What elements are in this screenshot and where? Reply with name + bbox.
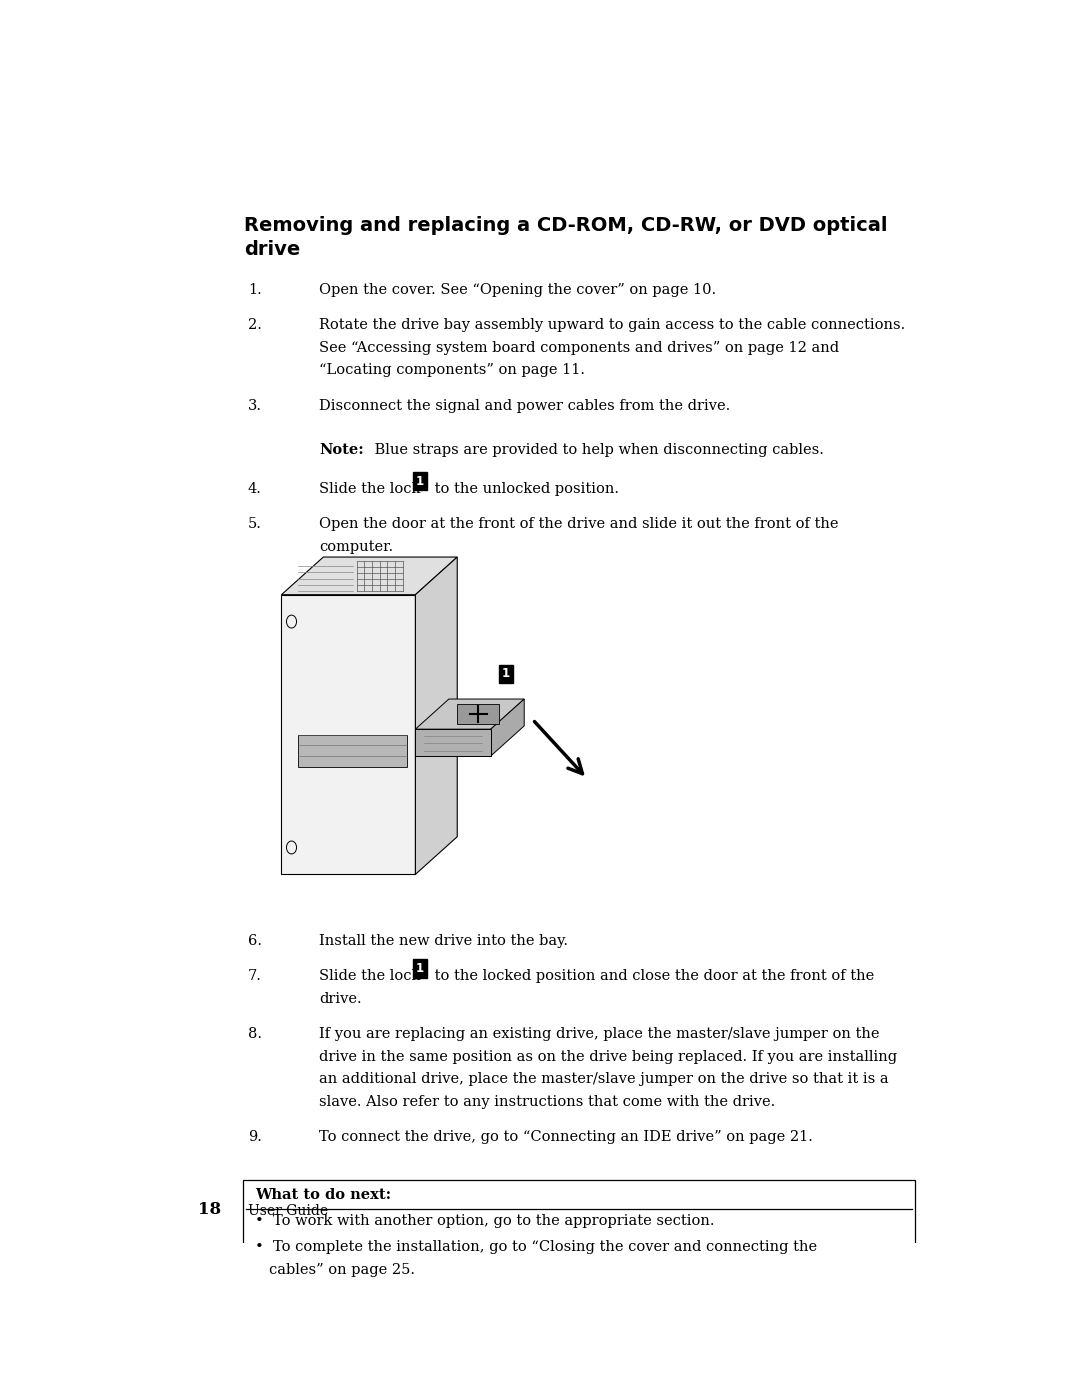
Text: to the locked position and close the door at the front of the: to the locked position and close the doo… (430, 970, 874, 983)
Text: Blue straps are provided to help when disconnecting cables.: Blue straps are provided to help when di… (370, 443, 824, 457)
Text: 6.: 6. (248, 933, 262, 947)
Text: 18: 18 (198, 1200, 221, 1218)
Text: •  To work with another option, go to the appropriate section.: • To work with another option, go to the… (255, 1214, 714, 1228)
Text: 1: 1 (416, 963, 424, 975)
Text: User Guide: User Guide (248, 1203, 328, 1218)
Text: 3.: 3. (248, 400, 262, 414)
FancyBboxPatch shape (243, 1180, 915, 1296)
Text: Note:: Note: (320, 443, 364, 457)
Text: Open the door at the front of the drive and slide it out the front of the: Open the door at the front of the drive … (320, 517, 839, 531)
Polygon shape (416, 557, 457, 875)
Text: 1: 1 (416, 475, 424, 488)
Text: To connect the drive, go to “Connecting an IDE drive” on page 21.: To connect the drive, go to “Connecting … (320, 1130, 813, 1144)
Text: If you are replacing an existing drive, place the master/slave jumper on the: If you are replacing an existing drive, … (320, 1027, 879, 1041)
Text: computer.: computer. (320, 539, 393, 553)
Text: Rotate the drive bay assembly upward to gain access to the cable connections.: Rotate the drive bay assembly upward to … (320, 319, 905, 332)
Text: 1: 1 (502, 668, 510, 680)
Text: 9.: 9. (248, 1130, 261, 1144)
Text: See “Accessing system board components and drives” on page 12 and: See “Accessing system board components a… (320, 341, 839, 355)
Text: drive.: drive. (320, 992, 362, 1006)
Polygon shape (416, 729, 490, 756)
Text: •  To complete the installation, go to “Closing the cover and connecting the: • To complete the installation, go to “C… (255, 1241, 816, 1255)
Text: 8.: 8. (248, 1027, 262, 1041)
Text: slave. Also refer to any instructions that come with the drive.: slave. Also refer to any instructions th… (320, 1095, 775, 1109)
Text: 1.: 1. (248, 282, 261, 296)
Text: Removing and replacing a CD-ROM, CD-RW, or DVD optical
drive: Removing and replacing a CD-ROM, CD-RW, … (244, 217, 888, 260)
Text: cables” on page 25.: cables” on page 25. (269, 1263, 415, 1277)
Text: 4.: 4. (248, 482, 261, 496)
Polygon shape (298, 735, 407, 767)
Polygon shape (282, 595, 416, 875)
Text: 5.: 5. (248, 517, 261, 531)
Polygon shape (457, 704, 499, 724)
Text: to the unlocked position.: to the unlocked position. (430, 482, 619, 496)
Text: 7.: 7. (248, 970, 261, 983)
Polygon shape (282, 557, 457, 595)
Text: an additional drive, place the master/slave jumper on the drive so that it is a: an additional drive, place the master/sl… (320, 1073, 889, 1087)
Text: Disconnect the signal and power cables from the drive.: Disconnect the signal and power cables f… (320, 400, 730, 414)
FancyBboxPatch shape (413, 960, 427, 978)
Text: Slide the lock: Slide the lock (320, 970, 426, 983)
Text: What to do next:: What to do next: (255, 1189, 391, 1203)
Text: Install the new drive into the bay.: Install the new drive into the bay. (320, 933, 568, 947)
FancyBboxPatch shape (413, 472, 427, 490)
Text: “Locating components” on page 11.: “Locating components” on page 11. (320, 363, 585, 377)
Text: 2.: 2. (248, 319, 261, 332)
Text: drive in the same position as on the drive being replaced. If you are installing: drive in the same position as on the dri… (320, 1049, 897, 1063)
Text: Slide the lock: Slide the lock (320, 482, 426, 496)
Polygon shape (490, 698, 524, 756)
FancyBboxPatch shape (499, 665, 513, 683)
Polygon shape (416, 698, 524, 729)
Text: Open the cover. See “Opening the cover” on page 10.: Open the cover. See “Opening the cover” … (320, 282, 716, 296)
